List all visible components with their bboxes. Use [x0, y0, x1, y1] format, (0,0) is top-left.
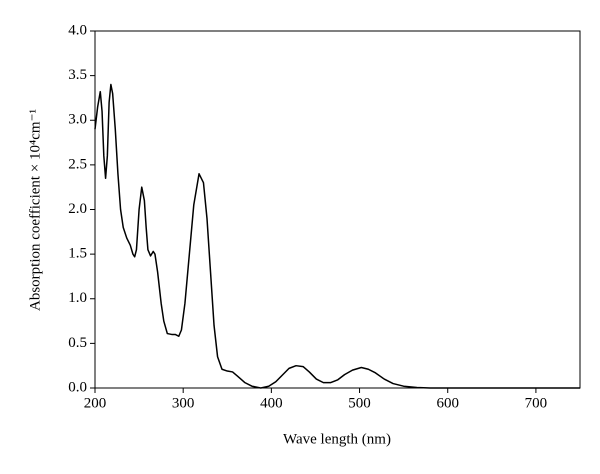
plot-frame: [94, 30, 581, 389]
y-tick-label: 1.5: [68, 246, 87, 262]
x-tick-label: 200: [84, 395, 107, 411]
y-tick-label: 2.0: [68, 201, 87, 217]
x-axis-label: Wave length (nm): [283, 431, 391, 447]
y-tick-label: 1.0: [68, 290, 87, 306]
x-tick-label: 500: [348, 395, 371, 411]
x-tick-label: 300: [172, 395, 195, 411]
data-line: [94, 83, 580, 389]
x-tick-label: 700: [525, 395, 548, 411]
y-tick-label: 0.0: [68, 379, 87, 395]
y-tick-label: 0.5: [68, 335, 87, 351]
y-tick-label: 4.0: [68, 22, 87, 38]
y-axis-label: Absorption coefficient × 10⁴cm⁻¹: [27, 109, 43, 311]
y-tick-label: 3.0: [68, 112, 87, 128]
x-tick-label: 400: [260, 395, 283, 411]
y-tick-label: 3.5: [68, 67, 87, 83]
y-tick-label: 2.5: [68, 156, 87, 172]
x-tick-label: 600: [436, 395, 459, 411]
